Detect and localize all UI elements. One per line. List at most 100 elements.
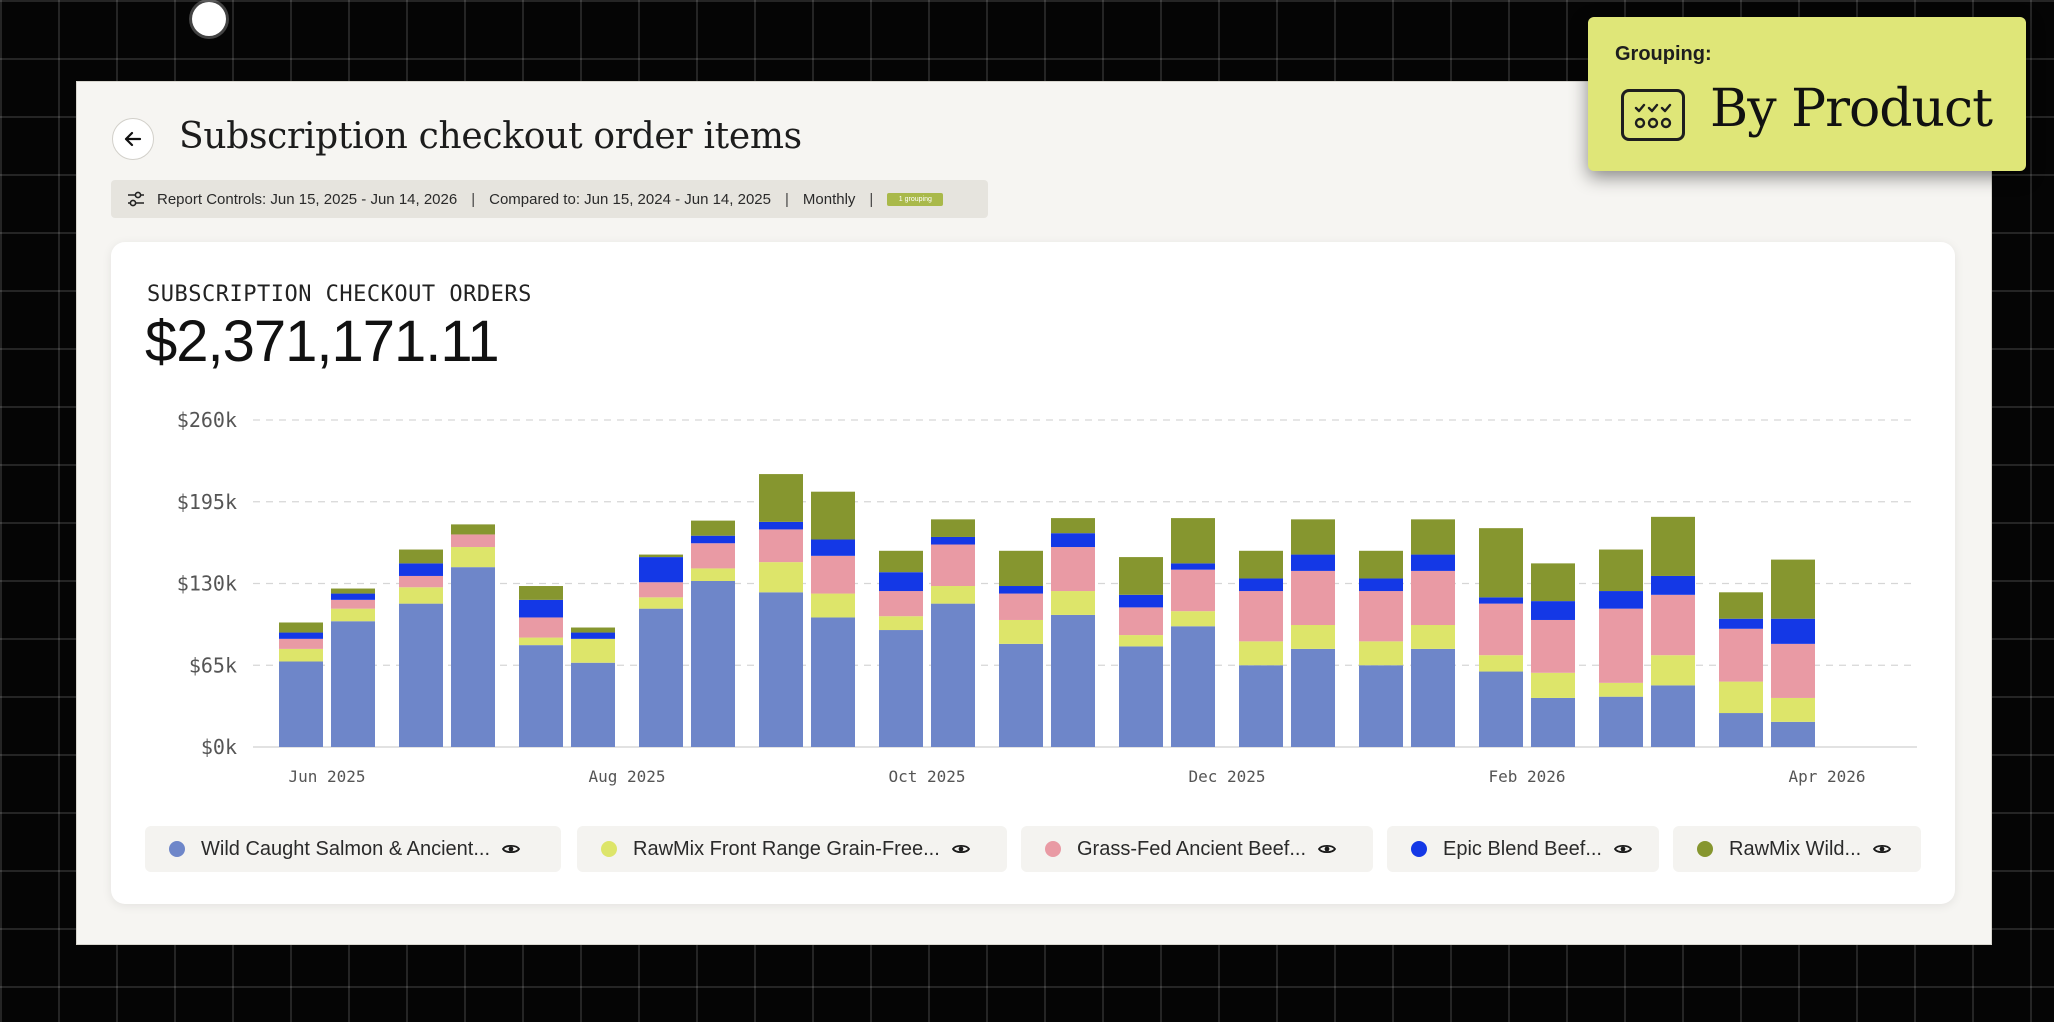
y-tick-label: $0k [201, 735, 237, 759]
bar-segment [1771, 559, 1815, 619]
grouping-label: Grouping: [1615, 43, 1712, 65]
bar-segment [399, 563, 443, 576]
x-tick-label: Dec 2025 [1188, 767, 1265, 786]
bar-segment [1359, 578, 1403, 592]
bar-segment [1531, 601, 1575, 620]
bar-segment [999, 593, 1043, 620]
y-tick-label: $130k [177, 572, 237, 596]
bar-segment [1239, 641, 1283, 666]
card-label: SUBSCRIPTION CHECKOUT ORDERS [147, 282, 532, 307]
bar-segment [571, 638, 615, 663]
bar-segment [1359, 591, 1403, 642]
bar-segment [879, 572, 923, 592]
bar-segment [999, 550, 1043, 587]
legend-item[interactable]: Epic Blend Beef... [1387, 826, 1659, 872]
bar-segment [519, 617, 563, 638]
eye-icon[interactable] [502, 843, 521, 855]
bar-segment [279, 648, 323, 662]
bar-segment [519, 599, 563, 618]
bar-segment [1531, 697, 1575, 747]
bar-segment [759, 592, 803, 747]
bar-segment [571, 632, 615, 639]
legend-item[interactable]: RawMix Front Range Grain-Free... [577, 826, 1007, 872]
bar-segment [1239, 550, 1283, 579]
report-controls-bar[interactable]: Report Controls: Jun 15, 2025 - Jun 14, … [111, 180, 988, 218]
bar-segment [931, 586, 975, 604]
bar-segment [811, 555, 855, 594]
bar-segment [1479, 655, 1523, 672]
bar-segment [451, 524, 495, 535]
bar-segment [331, 593, 375, 600]
bar-segment [399, 587, 443, 604]
bar-segment [639, 554, 683, 558]
grouping-badge: Grouping: By Product [1588, 17, 2026, 171]
chart-legend: Wild Caught Salmon & Ancient... RawMix Fr… [145, 826, 1925, 872]
bar-segment [1171, 611, 1215, 627]
bar-segment [331, 621, 375, 747]
bar-segment [399, 549, 443, 564]
legend-item[interactable]: RawMix Wild... [1673, 826, 1921, 872]
bar-segment [811, 593, 855, 618]
bar-segment [931, 519, 975, 537]
report-window: Subscription checkout order items Report… [76, 81, 1992, 945]
bar-segment [639, 582, 683, 598]
bar-segment [279, 632, 323, 639]
bar-segment [331, 608, 375, 622]
legend-item[interactable]: Grass-Fed Ancient Beef... [1021, 826, 1373, 872]
bar-segment [1119, 557, 1163, 595]
bar-segment [399, 575, 443, 588]
bar-segment [1291, 519, 1335, 555]
eye-icon[interactable] [1318, 843, 1336, 855]
bar-segment [1119, 607, 1163, 636]
bar-segment [1651, 594, 1695, 656]
bar-segment [1359, 641, 1403, 666]
interval-select[interactable]: Monthly [802, 190, 856, 208]
bar-segment [1531, 563, 1575, 602]
bar-segment [811, 617, 855, 747]
eye-icon[interactable] [1613, 843, 1632, 855]
bar-segment [1719, 592, 1763, 619]
bar-segment [999, 643, 1043, 747]
sliders-icon [127, 191, 145, 207]
separator: | [784, 190, 789, 208]
bar-segment [1719, 628, 1763, 682]
x-tick-label: Oct 2025 [888, 767, 965, 786]
eye-icon[interactable] [951, 843, 970, 855]
bar-segment [1291, 554, 1335, 571]
bar-segment [639, 597, 683, 609]
bar-segment [759, 521, 803, 530]
bar-segment [1479, 603, 1523, 656]
x-tick-label: Jun 2025 [288, 767, 365, 786]
bar-segment [1171, 563, 1215, 570]
stacked-bar-chart: $0k $65k $130k $195k $260k Jun 2025 Aug 2025 Oc… [177, 408, 1917, 786]
bar-segment [1119, 594, 1163, 608]
back-button[interactable] [112, 118, 154, 160]
bar-segment [879, 616, 923, 631]
bar-segment [1719, 681, 1763, 714]
legend-label: Grass-Fed Ancient Beef... [1077, 837, 1306, 860]
bar-segment [1719, 713, 1763, 747]
bar-segment [1119, 635, 1163, 647]
bar-segment [1051, 533, 1095, 548]
bar-segment [1171, 626, 1215, 747]
bar-segment [1239, 665, 1283, 747]
bar-segment [1531, 672, 1575, 698]
eye-icon[interactable] [1873, 843, 1892, 855]
bar-segment [999, 586, 1043, 594]
legend-swatch [1697, 841, 1713, 857]
bar-segment [1479, 528, 1523, 598]
bar-segment [1239, 591, 1283, 642]
bar-segment [691, 520, 735, 536]
y-tick-label: $65k [189, 653, 237, 677]
bar-segment [331, 588, 375, 594]
bar-segment [1051, 518, 1095, 534]
report-date-range[interactable]: Jun 15, 2025 - Jun 14, 2026 [270, 190, 458, 208]
bar-segment [1291, 625, 1335, 649]
grouping-value: By Product [1710, 79, 1993, 139]
compared-date-range[interactable]: Jun 15, 2024 - Jun 14, 2025 [584, 190, 771, 208]
grouping-chip[interactable]: 1 grouping [887, 192, 944, 206]
legend-label: Epic Blend Beef... [1443, 837, 1602, 860]
bar-segment [1291, 648, 1335, 747]
legend-item[interactable]: Wild Caught Salmon & Ancient... [145, 826, 561, 872]
bar-segment [571, 627, 615, 633]
